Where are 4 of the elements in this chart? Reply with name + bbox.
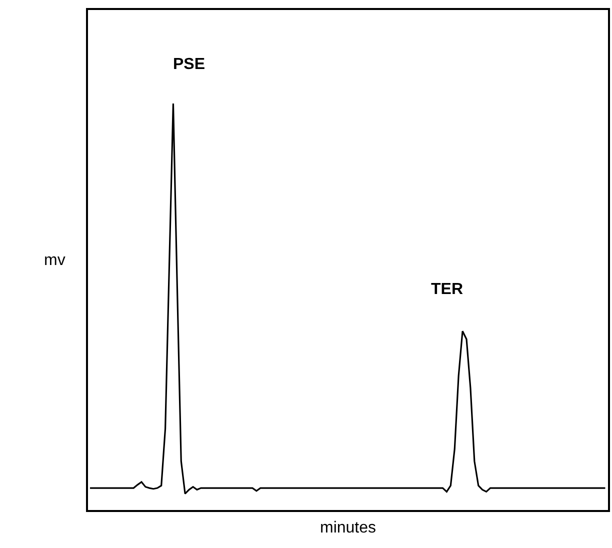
y-axis-title: mv — [44, 252, 66, 269]
annotation: TER — [431, 281, 464, 298]
text: PSE — [173, 56, 206, 73]
x-axis-title: minutes — [320, 520, 376, 537]
